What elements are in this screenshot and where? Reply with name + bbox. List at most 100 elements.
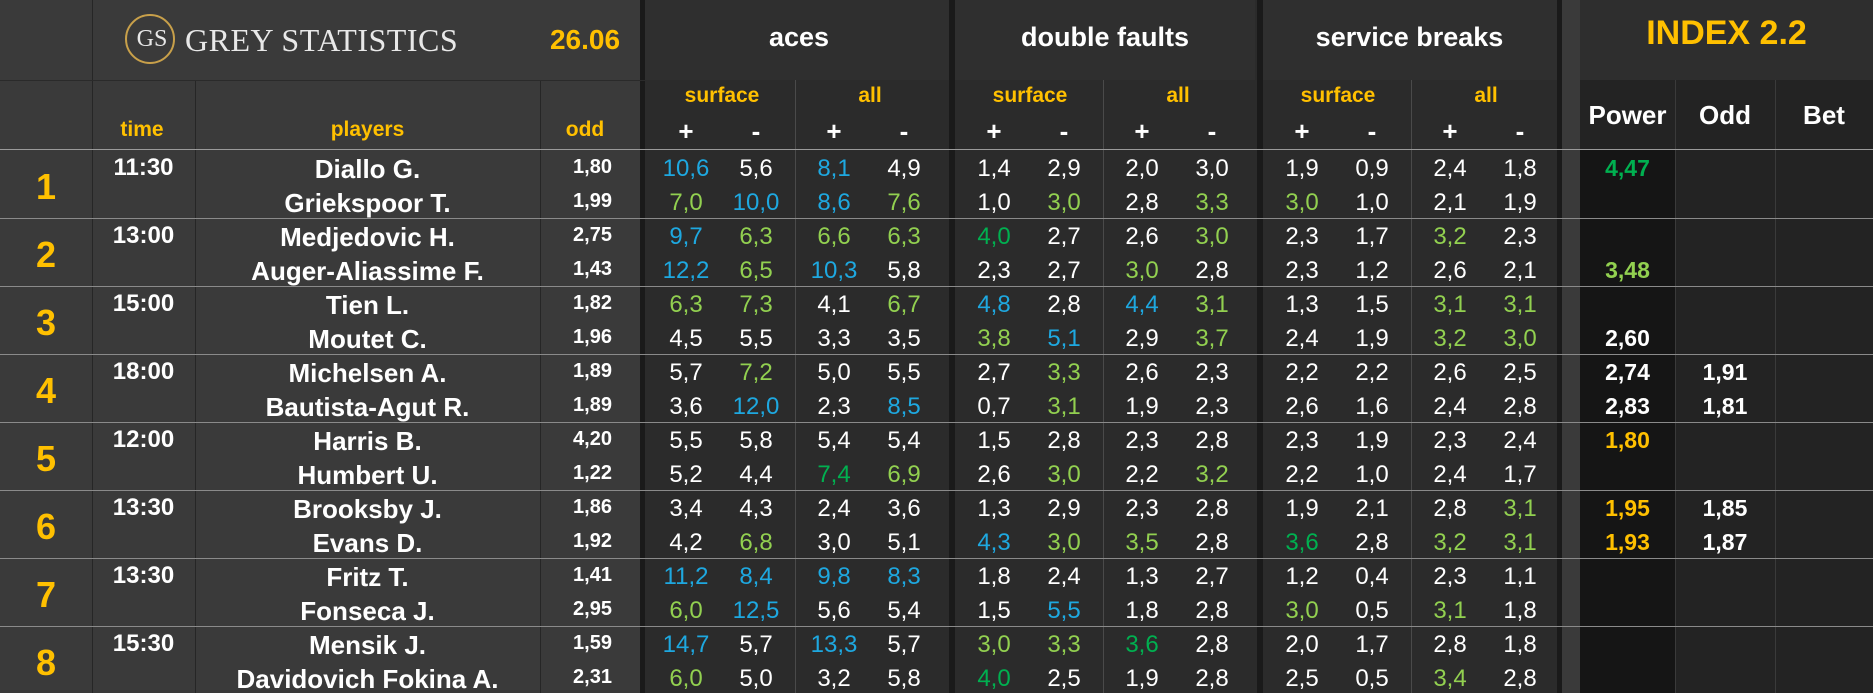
match-number: 3	[35, 302, 57, 343]
bet-cell[interactable]	[1775, 490, 1873, 524]
player-odd: 1,99	[573, 190, 612, 212]
stat-value: 5,4	[817, 427, 851, 454]
stat-value: 2,1	[1433, 189, 1467, 216]
bet-cell[interactable]	[1775, 150, 1873, 184]
stat-value: 4,9	[887, 155, 921, 182]
power-value: 2,83	[1605, 393, 1650, 419]
subheader-surface: surface	[1300, 84, 1376, 107]
match-number: 2	[35, 234, 57, 275]
stat-value: 1,0	[977, 189, 1011, 216]
bet-cell[interactable]	[1775, 592, 1873, 626]
stat-value: 3,6	[1285, 529, 1319, 556]
col-odd: odd	[565, 118, 605, 141]
stat-value: 6,0	[669, 597, 703, 624]
logo: GS GREY STATISTICS	[125, 14, 485, 64]
power-value: 2,60	[1605, 325, 1650, 351]
stat-value: 1,9	[1355, 427, 1389, 454]
stat-value: 2,8	[1503, 665, 1537, 692]
stat-value: 3,3	[1195, 189, 1229, 216]
stat-value: 0,5	[1355, 665, 1389, 692]
stat-value: 5,7	[669, 359, 703, 386]
power-value: 2,74	[1605, 359, 1650, 385]
bet-cell[interactable]	[1775, 184, 1873, 218]
stat-value: 1,9	[1285, 155, 1319, 182]
stat-value: 4,5	[669, 325, 703, 352]
stat-value: 10,6	[662, 155, 710, 182]
bet-cell[interactable]	[1775, 218, 1873, 252]
player-name: Moutet C.	[308, 324, 427, 354]
player-name: Griekspoor T.	[284, 188, 451, 218]
stat-value: 2,3	[1503, 223, 1537, 250]
match-separator	[0, 286, 1873, 287]
stat-value: 6,6	[817, 223, 851, 250]
match-time: 12:00	[112, 426, 175, 453]
player-name: Medjedovic H.	[280, 222, 455, 252]
stat-value: 7,0	[669, 189, 703, 216]
bet-cell[interactable]	[1775, 524, 1873, 558]
stat-value: 5,4	[887, 427, 921, 454]
stat-value: 4,3	[739, 495, 773, 522]
stat-value: 3,1	[1433, 291, 1467, 318]
stat-value: 8,1	[817, 155, 851, 182]
stat-value: 0,7	[977, 393, 1011, 420]
match-separator	[0, 558, 1873, 559]
stat-value: 10,0	[732, 189, 780, 216]
match-time: 18:00	[112, 358, 175, 385]
stat-value: 2,8	[1195, 427, 1229, 454]
stat-value: 2,3	[977, 257, 1011, 284]
stat-value: 1,7	[1355, 631, 1389, 658]
match-separator	[0, 490, 1873, 491]
stat-value: 2,7	[1195, 563, 1229, 590]
bet-cell[interactable]	[1775, 286, 1873, 320]
stat-value: 3,0	[977, 631, 1011, 658]
stat-value: 3,1	[1503, 495, 1537, 522]
index-odd-value: 1,87	[1702, 529, 1748, 555]
player-odd: 4,20	[573, 428, 612, 450]
bet-cell[interactable]	[1775, 354, 1873, 388]
stat-value: 2,2	[1355, 359, 1389, 386]
stat-value: 3,0	[1285, 597, 1319, 624]
stat-value: 9,8	[817, 563, 851, 590]
stat-value: 4,8	[977, 291, 1011, 318]
stat-value: 2,5	[1047, 665, 1081, 692]
match-time: 15:30	[112, 630, 175, 657]
stat-value: 1,9	[1285, 495, 1319, 522]
stat-value: 2,3	[1195, 393, 1229, 420]
index-odd-value: 1,81	[1702, 393, 1748, 419]
stat-value: 8,4	[739, 563, 773, 590]
player-name: Tien L.	[325, 290, 410, 320]
bet-cell[interactable]	[1775, 252, 1873, 286]
minus-header: -	[899, 116, 909, 146]
bet-cell[interactable]	[1775, 626, 1873, 660]
match-number: 5	[35, 438, 57, 479]
plus-header: +	[1442, 116, 1458, 146]
stat-value: 2,8	[1047, 427, 1081, 454]
stat-value: 1,5	[1355, 291, 1389, 318]
subheader-all: all	[858, 84, 882, 107]
stat-value: 2,7	[1047, 223, 1081, 250]
bet-cell[interactable]	[1775, 456, 1873, 490]
group-header-aces: aces	[768, 22, 830, 52]
stat-value: 5,5	[887, 359, 921, 386]
stat-value: 1,0	[1355, 461, 1389, 488]
stat-value: 0,9	[1355, 155, 1389, 182]
stat-value: 11,2	[663, 563, 709, 590]
bet-cell[interactable]	[1775, 320, 1873, 354]
stat-value: 12,2	[662, 257, 710, 284]
stat-value: 2,4	[1047, 563, 1081, 590]
bet-cell[interactable]	[1775, 660, 1873, 693]
stat-value: 6,3	[669, 291, 703, 318]
stat-value: 2,7	[977, 359, 1011, 386]
match-number: 6	[35, 506, 57, 547]
stat-value: 2,3	[1125, 427, 1159, 454]
bet-cell[interactable]	[1775, 558, 1873, 592]
minus-header: -	[1515, 116, 1525, 146]
stat-value: 3,0	[1195, 155, 1229, 182]
stat-value: 4,1	[817, 291, 851, 318]
bet-cell[interactable]	[1775, 422, 1873, 456]
bet-cell[interactable]	[1775, 388, 1873, 422]
stat-value: 3,1	[1503, 529, 1537, 556]
stat-value: 5,8	[887, 257, 921, 284]
stat-value: 2,3	[1195, 359, 1229, 386]
stat-value: 3,0	[1503, 325, 1537, 352]
